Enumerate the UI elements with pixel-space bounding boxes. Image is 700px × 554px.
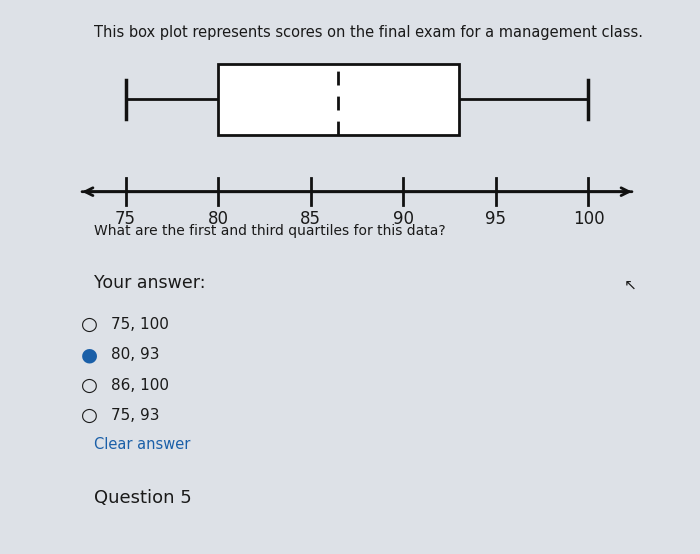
Text: Clear answer: Clear answer xyxy=(94,437,191,453)
Text: 75, 100: 75, 100 xyxy=(111,316,169,332)
Text: Your answer:: Your answer: xyxy=(94,274,206,292)
Text: ○: ○ xyxy=(81,376,98,394)
Text: What are the first and third quartiles for this data?: What are the first and third quartiles f… xyxy=(94,224,446,238)
Text: 75: 75 xyxy=(115,210,136,228)
Text: ○: ○ xyxy=(81,315,98,334)
Text: 100: 100 xyxy=(573,210,604,228)
Text: 80, 93: 80, 93 xyxy=(111,347,159,362)
Text: Question 5: Question 5 xyxy=(94,489,192,506)
Text: This box plot represents scores on the final exam for a management class.: This box plot represents scores on the f… xyxy=(94,25,643,40)
Text: ○: ○ xyxy=(81,406,98,425)
Text: ●: ● xyxy=(81,345,98,364)
Text: 90: 90 xyxy=(393,210,414,228)
Text: 85: 85 xyxy=(300,210,321,228)
Text: 95: 95 xyxy=(485,210,506,228)
Text: 80: 80 xyxy=(208,210,229,228)
Bar xyxy=(218,64,458,135)
Text: 75, 93: 75, 93 xyxy=(111,408,159,423)
Text: 86, 100: 86, 100 xyxy=(111,377,169,393)
Text: ↘: ↘ xyxy=(620,275,633,291)
